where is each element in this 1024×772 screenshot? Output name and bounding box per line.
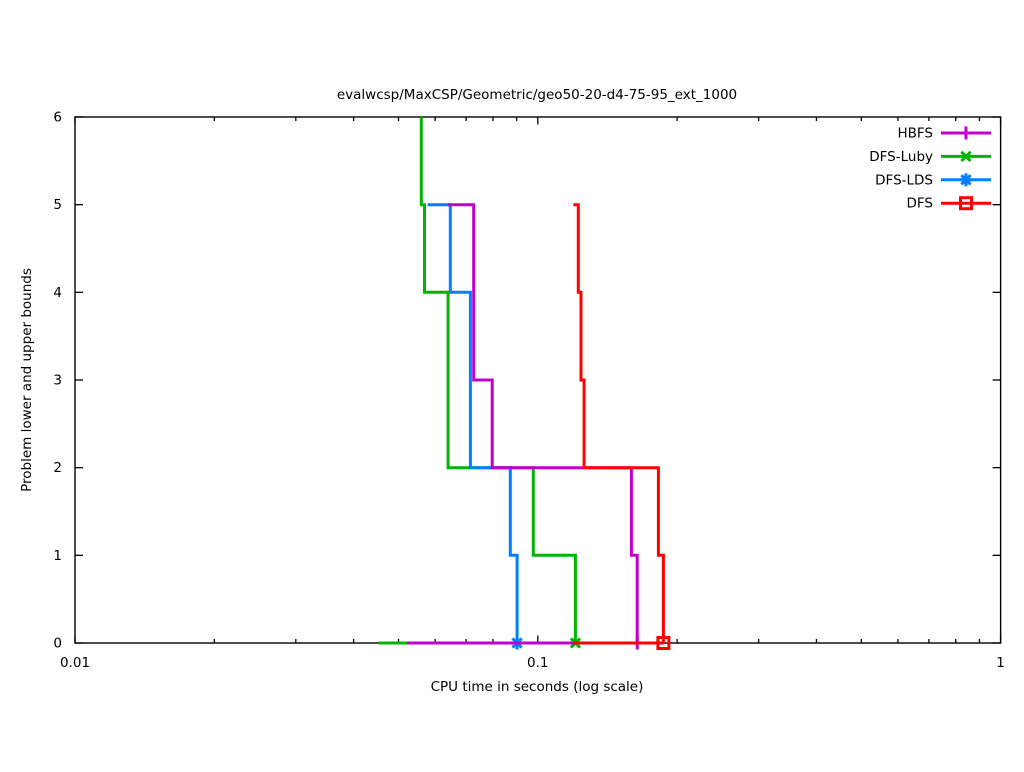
series-dfs <box>573 203 671 650</box>
y-tick-label: 5 <box>53 197 62 213</box>
solved-marker-dfs <box>656 636 671 650</box>
legend-label: DFS-LDS <box>875 172 933 188</box>
legend-label: DFS <box>907 196 934 212</box>
y-tick-label: 6 <box>53 110 62 126</box>
series-dfs-lds <box>427 203 524 650</box>
legend-label: DFS-Luby <box>869 149 933 165</box>
series-layer <box>378 117 671 650</box>
plot-border <box>74 116 1002 644</box>
chart-title: evalwcsp/MaxCSP/Geometric/geo50-20-d4-75… <box>337 87 737 103</box>
legend-entry-hbfs: HBFS <box>897 126 991 142</box>
legend-marker-asterisk-icon <box>959 173 973 187</box>
upper-bound-line-hbfs <box>448 203 639 643</box>
y-axis-label: Problem lower and upper bounds <box>19 268 35 492</box>
y-tick-label: 0 <box>53 636 62 652</box>
legend-marker-square-open-icon <box>959 196 973 211</box>
axes-layer: 0.01 0.1 1 0 1 2 3 4 5 6 <box>53 110 1004 672</box>
marker-stroke <box>960 174 972 186</box>
marker-stroke <box>959 196 973 211</box>
upper-bound-line-dfs-lds <box>427 203 519 643</box>
upper-bound-line-dfs-luby <box>419 117 577 643</box>
y-tick-label: 1 <box>53 548 62 564</box>
x-tick-label: 0.01 <box>60 655 90 671</box>
y-tick-label: 3 <box>53 373 62 389</box>
legend-entry-dfs-lds: DFS-LDS <box>875 172 991 188</box>
x-tick-label: 1 <box>996 655 1005 671</box>
legend-marker-plus-icon <box>959 126 973 140</box>
series-hbfs <box>407 203 644 650</box>
legend-entry-dfs: DFS <box>907 196 991 212</box>
chart-legend: HBFS DFS-Luby DFS-LDS DFS <box>869 126 991 212</box>
legend-entry-dfs-luby: DFS-Luby <box>869 149 991 165</box>
upper-bound-line-dfs <box>573 203 665 643</box>
y-tick-label: 4 <box>53 285 62 301</box>
marker-stroke <box>656 636 671 650</box>
y-tick-label: 2 <box>53 460 62 476</box>
legend-label: HBFS <box>897 126 933 142</box>
x-axis-label: CPU time in seconds (log scale) <box>431 679 644 695</box>
x-tick-label: 0.1 <box>527 655 548 671</box>
series-dfs-luby <box>378 117 582 649</box>
marker-stroke <box>960 150 972 163</box>
legend-marker-cross-icon <box>960 150 972 163</box>
